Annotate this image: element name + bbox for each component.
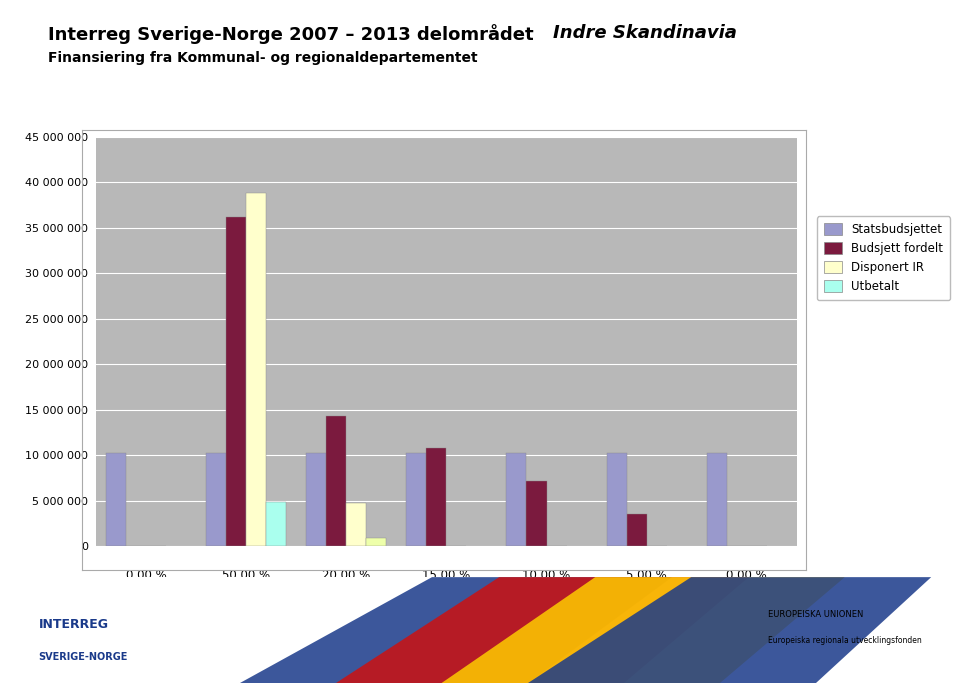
Text: 2009: 2009 [330,600,363,613]
Text: 2010: 2010 [430,600,463,613]
Text: 0,00 %: 0,00 % [727,569,767,582]
Text: 2011: 2011 [530,600,563,613]
Text: 2013: 2013 [731,600,763,613]
Bar [607,453,627,546]
Bar [206,453,227,546]
Bar [367,538,386,546]
Bar [266,502,286,546]
Bar [326,416,347,546]
Bar [106,453,126,546]
Text: SVERIGE-NORGE: SVERIGE-NORGE [38,652,128,662]
Text: Interreg Sverige-Norge 2007 – 2013 delområdet: Interreg Sverige-Norge 2007 – 2013 delom… [48,24,540,44]
Text: 5,00 %: 5,00 % [626,569,667,582]
Polygon shape [240,577,672,683]
Bar [306,453,326,546]
Text: 0,00 %: 0,00 % [126,569,166,582]
Bar [526,481,546,546]
Polygon shape [442,577,845,683]
Bar [246,193,266,546]
Text: Europeiska regionala utvecklingsfonden: Europeiska regionala utvecklingsfonden [768,636,922,645]
Polygon shape [528,577,931,683]
Text: EUROPEISKA UNIONEN: EUROPEISKA UNIONEN [768,610,863,619]
Bar [227,217,246,546]
Bar [507,453,526,546]
Text: 10,00 %: 10,00 % [522,569,570,582]
Text: 2012: 2012 [631,600,662,613]
Bar [627,514,647,546]
Text: 20,00 %: 20,00 % [323,569,371,582]
Text: 2007: 2007 [130,600,162,613]
Bar [426,448,446,546]
Polygon shape [336,577,749,683]
Legend: Statsbudsjettet, Budsjett fordelt, Disponert IR, Utbetalt: Statsbudsjettet, Budsjett fordelt, Dispo… [817,217,950,301]
Text: 50,00 %: 50,00 % [222,569,270,582]
Bar [707,453,727,546]
Bar [406,453,426,546]
Text: 2008: 2008 [229,600,262,613]
Text: Finansiering fra Kommunal- og regionaldepartementet: Finansiering fra Kommunal- og regionalde… [48,51,478,65]
Text: 15,00 %: 15,00 % [422,569,470,582]
Text: Indre Skandinavia: Indre Skandinavia [553,24,737,42]
Bar [347,503,367,546]
Text: INTERREG: INTERREG [38,618,108,631]
